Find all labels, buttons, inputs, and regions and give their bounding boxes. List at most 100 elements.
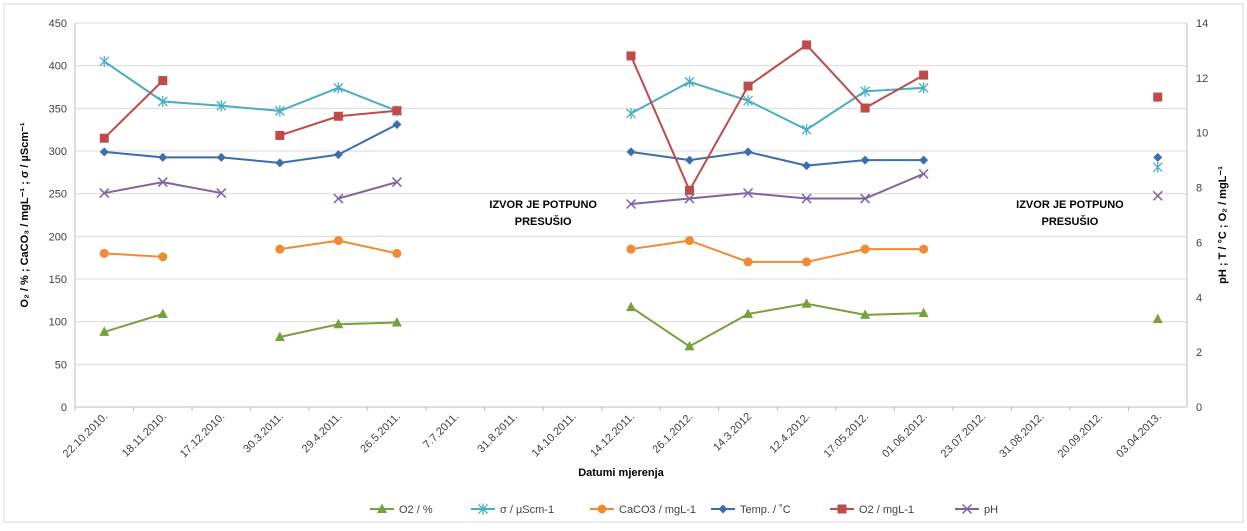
data-point xyxy=(158,252,168,262)
series-line-segment xyxy=(630,197,691,206)
data-point xyxy=(684,76,695,88)
data-point xyxy=(99,133,109,143)
series-line-segment xyxy=(337,181,398,200)
marker-stroke xyxy=(684,193,695,204)
series-line-segment xyxy=(688,312,750,348)
series-line-segment xyxy=(864,86,925,93)
data-point xyxy=(743,95,754,107)
annotation-text: PRESUŠIO xyxy=(1042,215,1099,228)
data-point xyxy=(216,188,227,199)
series-line-segment xyxy=(278,323,340,339)
data-point xyxy=(860,155,870,165)
data-point xyxy=(684,193,695,204)
data-point xyxy=(392,248,402,258)
data-point xyxy=(275,244,285,254)
data-point xyxy=(919,244,929,254)
data-point xyxy=(391,317,402,327)
marker-stroke xyxy=(961,503,973,515)
data-point xyxy=(333,236,343,246)
series-line-segment xyxy=(747,99,808,131)
legend-label: O2 / mgL-1 xyxy=(859,504,914,516)
series-line-segment xyxy=(337,239,398,255)
data-point xyxy=(860,85,871,97)
series-line-segment xyxy=(805,159,867,167)
series-line-segment xyxy=(278,86,340,112)
series-5 xyxy=(99,168,1163,210)
marker-stroke xyxy=(391,177,402,188)
series-line-segment xyxy=(337,86,398,112)
data-point xyxy=(626,107,636,119)
data-point xyxy=(216,100,227,112)
legend-item-0: O2 / % xyxy=(370,503,433,516)
data-point xyxy=(333,111,343,121)
series-line-segment xyxy=(747,302,808,315)
series-line-segment xyxy=(103,60,164,103)
data-point xyxy=(1153,152,1163,162)
y-right-tick-label: 12 xyxy=(1196,73,1208,85)
marker-stroke xyxy=(918,168,929,179)
series-line-segment xyxy=(630,80,691,115)
data-point xyxy=(626,51,636,61)
series-line-segment xyxy=(688,239,750,263)
series-line-segment xyxy=(864,312,925,316)
series-line-segment xyxy=(630,239,691,251)
data-point xyxy=(919,155,929,165)
series-line-segment xyxy=(337,321,398,326)
data-point xyxy=(1152,313,1163,324)
series-line-segment xyxy=(103,181,164,195)
annotation-text: PRESUŠIO xyxy=(515,215,572,228)
data-point xyxy=(99,248,109,258)
series-line-segment xyxy=(805,248,867,263)
marker-stroke xyxy=(625,198,637,210)
series-4 xyxy=(99,40,1163,195)
series-line-segment xyxy=(278,239,340,251)
series-line-segment xyxy=(630,54,691,192)
series-line-segment xyxy=(103,150,164,159)
data-point xyxy=(802,257,812,267)
data-point xyxy=(1152,190,1163,201)
series-line-segment xyxy=(337,109,398,118)
series-2 xyxy=(99,236,929,267)
data-point xyxy=(860,244,870,254)
series-3 xyxy=(99,119,1163,171)
series-line-segment xyxy=(220,104,281,112)
y-left-tick-label: 300 xyxy=(49,146,67,158)
data-point xyxy=(860,193,871,204)
series-line-segment xyxy=(337,123,398,156)
legend-label: σ / µScm-1 xyxy=(500,504,554,516)
data-point xyxy=(216,152,226,162)
marker-stroke xyxy=(1152,190,1163,201)
series-line-segment xyxy=(161,100,223,107)
series-line-segment xyxy=(805,43,867,110)
series-line-segment xyxy=(630,306,691,348)
legend-marker xyxy=(597,504,607,514)
y-left-tick-label: 0 xyxy=(61,402,67,414)
data-point xyxy=(99,188,110,199)
data-point xyxy=(802,40,812,50)
y-left-tick-label: 200 xyxy=(49,231,67,243)
data-point xyxy=(333,82,344,94)
y-right-tick-label: 8 xyxy=(1196,183,1202,195)
y-left-tick-label: 450 xyxy=(49,18,67,30)
y-right-tick-label: 14 xyxy=(1196,18,1208,30)
x-axis-title: Datumi mjerenja xyxy=(578,467,664,479)
data-point xyxy=(333,193,344,204)
annotation-text: IZVOR JE POTPUNO xyxy=(1016,199,1124,211)
data-point xyxy=(157,308,168,318)
marker-stroke xyxy=(157,177,168,188)
marker-stroke xyxy=(333,193,344,204)
series-line-segment xyxy=(864,74,925,110)
data-point xyxy=(684,340,695,351)
series-line-segment xyxy=(688,85,750,192)
legend-marker xyxy=(837,504,847,514)
series-line-segment xyxy=(805,302,867,316)
data-point xyxy=(919,70,929,80)
data-point xyxy=(918,82,929,94)
data-point xyxy=(918,168,929,179)
series-line-segment xyxy=(103,312,164,333)
y-left-tick-label: 350 xyxy=(49,103,67,115)
data-point xyxy=(1152,161,1163,173)
data-point xyxy=(333,318,344,329)
data-point xyxy=(391,177,402,188)
